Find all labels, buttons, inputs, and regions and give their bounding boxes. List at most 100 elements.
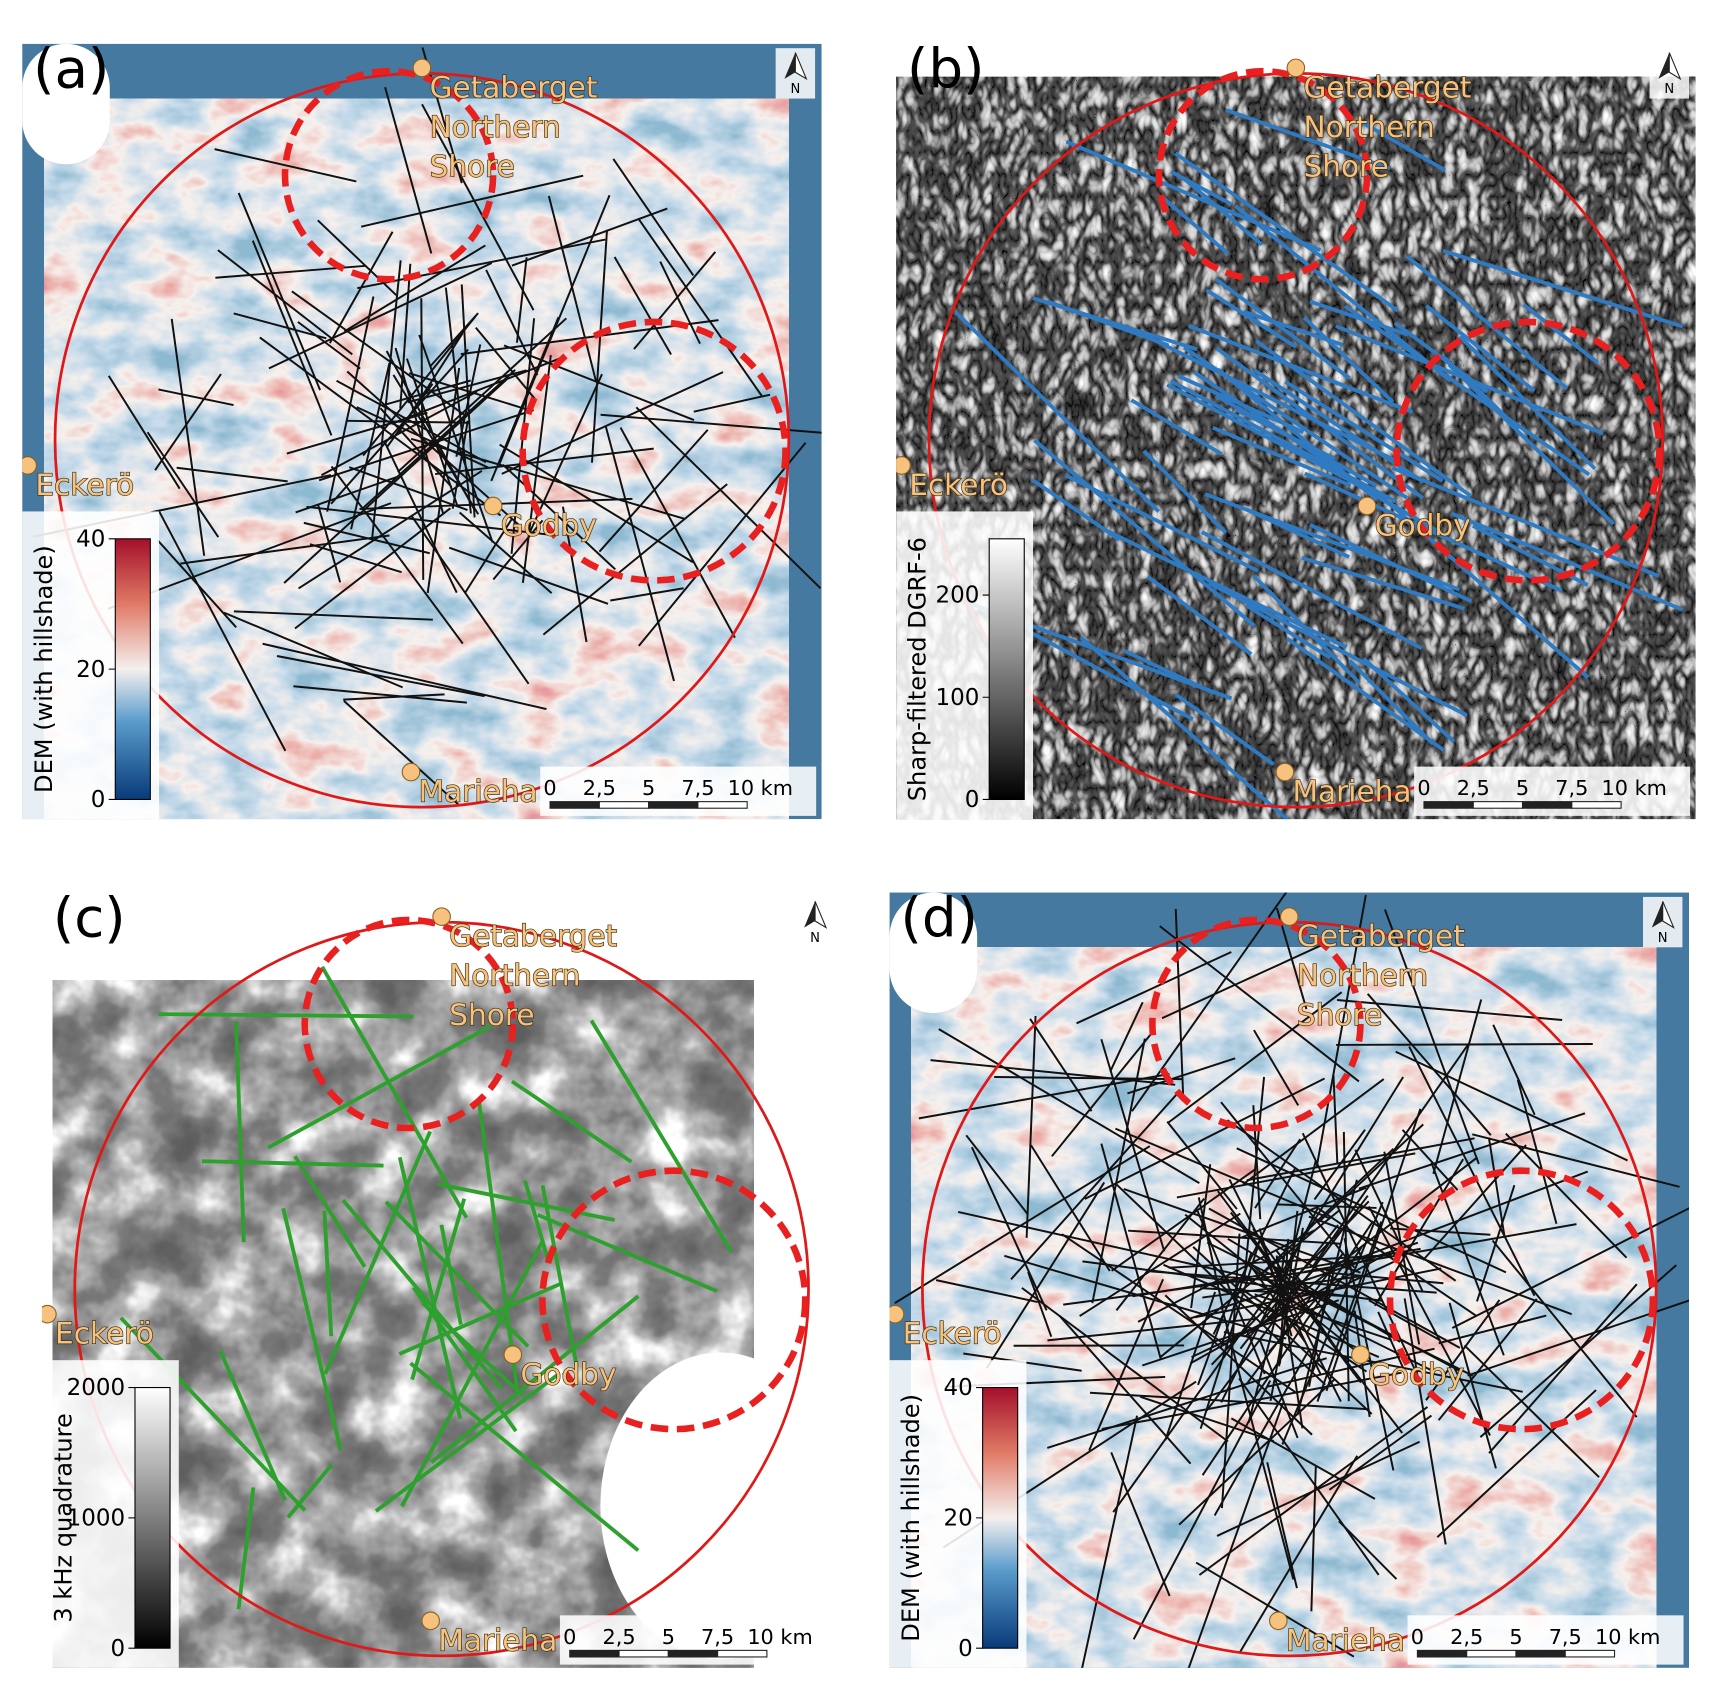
lineament <box>357 238 606 290</box>
colorbar-ramp <box>982 1387 1019 1649</box>
lineament <box>1065 139 1322 253</box>
lineament <box>1360 120 1446 172</box>
scale-label: 10 km <box>728 776 793 800</box>
scale-segment <box>618 1649 669 1658</box>
lineament <box>1199 1239 1261 1430</box>
target-circle <box>301 916 517 1132</box>
north-symbol <box>794 52 808 81</box>
lineament <box>515 257 528 343</box>
colorbar-tick-label: 40 <box>944 1375 973 1401</box>
scale-label: 2,5 <box>1450 1625 1483 1649</box>
lineament <box>501 371 724 475</box>
lineament <box>1253 1029 1300 1106</box>
target-circle <box>281 67 497 283</box>
lineament <box>1182 345 1409 500</box>
place-label: Marieha <box>419 775 538 809</box>
lineament <box>1436 1389 1597 1538</box>
lineament <box>361 369 516 510</box>
lineament <box>1476 1184 1516 1302</box>
place-label: Getaberget <box>1297 919 1465 953</box>
map-panel: Getaberget Northern Shore Eckerö Godby Marieh… <box>896 37 1696 820</box>
lineament <box>348 466 468 511</box>
colorbar-ramp <box>114 538 151 801</box>
lineament <box>1245 1252 1344 1385</box>
scale-segment <box>1564 1649 1616 1658</box>
lineament <box>1403 1298 1447 1545</box>
lineament <box>409 1361 640 1552</box>
scale-bar: 0 2,5 5 7,5 10 km <box>1414 766 1691 816</box>
lineament <box>460 284 476 518</box>
lineament <box>1142 449 1228 535</box>
lineament <box>1030 1144 1111 1272</box>
place-label: Eckerö <box>35 468 134 502</box>
north-symbol <box>804 901 816 928</box>
colorbar-tick-label: 20 <box>944 1506 973 1532</box>
lineament <box>405 358 459 508</box>
lineament <box>1488 1283 1638 1454</box>
lineament <box>236 1487 256 1610</box>
lineament <box>421 1301 525 1398</box>
lineament <box>1178 1378 1336 1526</box>
lineament <box>613 256 672 355</box>
lineament <box>589 1019 733 1253</box>
lineament <box>1150 1270 1437 1294</box>
lineament <box>1216 1190 1362 1384</box>
lineament <box>1174 151 1400 313</box>
lineament <box>1309 523 1473 604</box>
lineament <box>971 1146 1048 1311</box>
lineament <box>633 251 717 350</box>
lineament <box>1422 1144 1527 1261</box>
lineament <box>1164 1294 1313 1436</box>
lineament <box>360 174 584 228</box>
lineament <box>1242 1078 1385 1186</box>
target-circle <box>1393 318 1663 584</box>
lineament <box>612 158 695 277</box>
north-symbol <box>1662 901 1675 929</box>
place-dot <box>889 1304 905 1324</box>
lineament <box>396 332 464 435</box>
colorbar: 0 20 40 DEM (with hillshade) <box>889 1360 1027 1668</box>
lineament <box>1358 1112 1586 1190</box>
lineament <box>343 693 445 701</box>
lineament <box>1198 1406 1429 1576</box>
target-circle <box>1149 916 1364 1132</box>
lineament <box>234 1021 246 1243</box>
north-symbol <box>1651 901 1663 928</box>
lineament <box>1176 1152 1416 1199</box>
place-dot <box>896 456 911 475</box>
target-circle <box>539 1167 809 1433</box>
lineament <box>1130 398 1223 456</box>
north-arrow: N <box>1649 48 1690 99</box>
place-dot <box>483 496 503 516</box>
map-area: Getaberget Northern Shore Eckerö Godby Marieh… <box>889 892 1690 1668</box>
lineament <box>1479 1264 1677 1438</box>
place-label: Northern <box>449 959 580 993</box>
lineament <box>1187 1402 1284 1668</box>
panel-label: (c) <box>53 885 126 949</box>
lineament <box>362 315 477 457</box>
lineament <box>1030 631 1194 721</box>
lineament <box>1367 1205 1491 1436</box>
lineament <box>1128 1229 1341 1245</box>
lineament <box>1205 1195 1369 1412</box>
lineament <box>600 413 822 434</box>
lineament <box>281 1207 343 1451</box>
north-label: N <box>810 931 820 946</box>
lineament <box>1313 1129 1366 1201</box>
lineament <box>475 326 536 400</box>
scale-label: 10 km <box>747 1625 812 1649</box>
lineament <box>1227 1237 1401 1343</box>
lineament <box>411 515 530 685</box>
lineament <box>1239 1287 1368 1373</box>
scale-segment <box>1521 801 1573 809</box>
place-dot <box>1279 907 1299 926</box>
lineament <box>590 229 608 463</box>
scale-label: 2,5 <box>583 776 616 800</box>
lineament <box>1332 1075 1339 1165</box>
lineament <box>637 217 764 398</box>
lineament <box>638 442 807 647</box>
lineament <box>400 1239 545 1508</box>
scale-label: 5 <box>1516 776 1529 800</box>
scale-segment <box>1466 1649 1517 1658</box>
lineament <box>217 249 353 356</box>
